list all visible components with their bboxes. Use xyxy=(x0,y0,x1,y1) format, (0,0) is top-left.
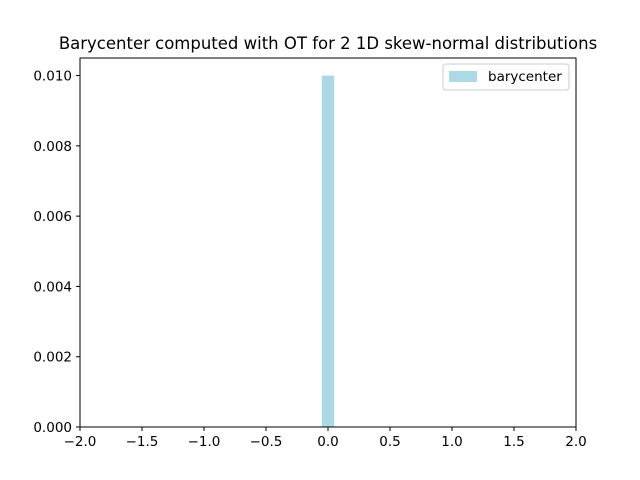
x-tick-label: 1.0 xyxy=(441,434,462,450)
x-tick-label: −1.0 xyxy=(188,434,221,450)
x-tick-label: 0.0 xyxy=(317,434,338,450)
x-tick-label: −2.0 xyxy=(64,434,97,450)
y-tick-label: 0.010 xyxy=(33,69,72,85)
x-tick-label: −0.5 xyxy=(250,434,283,450)
bar-0-0 xyxy=(321,75,335,428)
x-tick-label: 1.5 xyxy=(503,434,524,450)
legend-swatch xyxy=(449,71,477,82)
x-tick-label: −1.5 xyxy=(126,434,159,450)
x-tick-label: 2.0 xyxy=(565,434,586,450)
y-tick-label: 0.000 xyxy=(33,420,72,436)
legend-label: barycenter xyxy=(488,69,562,85)
y-tick-label: 0.006 xyxy=(33,209,72,225)
legend-box xyxy=(442,63,570,91)
chart-title: Barycenter computed with OT for 2 1D ske… xyxy=(59,34,597,53)
y-tick-label: 0.002 xyxy=(33,350,72,366)
y-tick-label: 0.008 xyxy=(33,139,72,155)
y-tick-label: 0.004 xyxy=(33,279,72,295)
x-tick-label: 0.5 xyxy=(379,434,400,450)
